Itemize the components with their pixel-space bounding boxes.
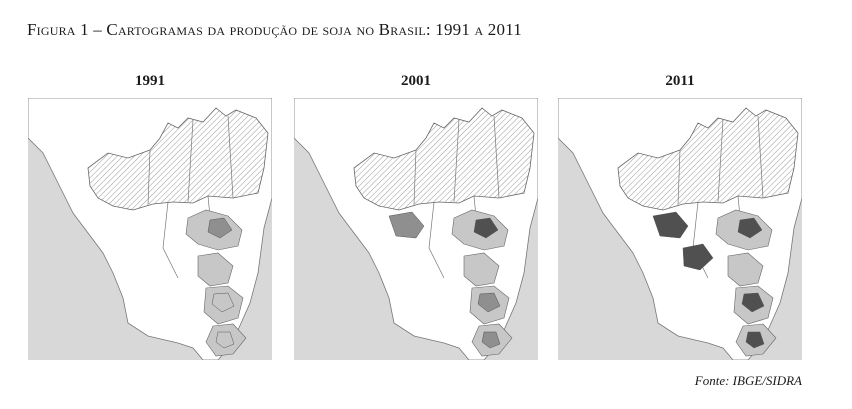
figure-caption: Figura 1 – Cartogramas da produção de so…	[27, 20, 522, 39]
map-year-label: 1991	[135, 73, 165, 89]
production-region	[197, 252, 234, 287]
production-hotspot	[737, 217, 763, 239]
production-hotspot	[215, 331, 235, 349]
state-border	[413, 149, 417, 205]
production-hotspot	[211, 292, 235, 313]
map-year-label: 2011	[665, 73, 695, 89]
production-hotspot	[745, 331, 765, 349]
soy-cartogram-map	[558, 98, 802, 360]
production-hotspot	[473, 217, 499, 239]
production-hotspot	[477, 292, 501, 313]
production-hotspot	[741, 292, 765, 313]
hatched-north-region	[353, 107, 535, 211]
production-region	[727, 252, 764, 287]
map-panel-2011: 2011	[558, 70, 802, 360]
map-panel-1991: 1991	[28, 70, 272, 360]
hatched-north-region	[87, 107, 269, 211]
production-region-extra	[652, 211, 689, 239]
state-border	[717, 119, 724, 203]
state-border	[428, 201, 445, 279]
soy-cartogram-map	[28, 98, 272, 360]
map-panel-2001: 2001	[294, 70, 538, 360]
map-year-label: 2001	[401, 73, 431, 89]
hatched-north-region	[617, 107, 799, 211]
state-border	[187, 119, 194, 203]
state-border	[677, 149, 681, 205]
soy-cartogram-map	[294, 98, 538, 360]
state-border	[147, 149, 151, 205]
figure-source: Fonte: IBGE/SIDRA	[694, 373, 802, 388]
production-region-extra	[682, 243, 714, 271]
production-hotspot	[207, 217, 233, 239]
state-border	[493, 115, 500, 199]
production-region	[463, 252, 500, 287]
state-border	[227, 115, 234, 199]
state-border	[757, 115, 764, 199]
state-border	[453, 119, 460, 203]
state-border	[162, 201, 179, 279]
production-region-extra	[388, 211, 425, 239]
production-hotspot	[481, 331, 501, 349]
